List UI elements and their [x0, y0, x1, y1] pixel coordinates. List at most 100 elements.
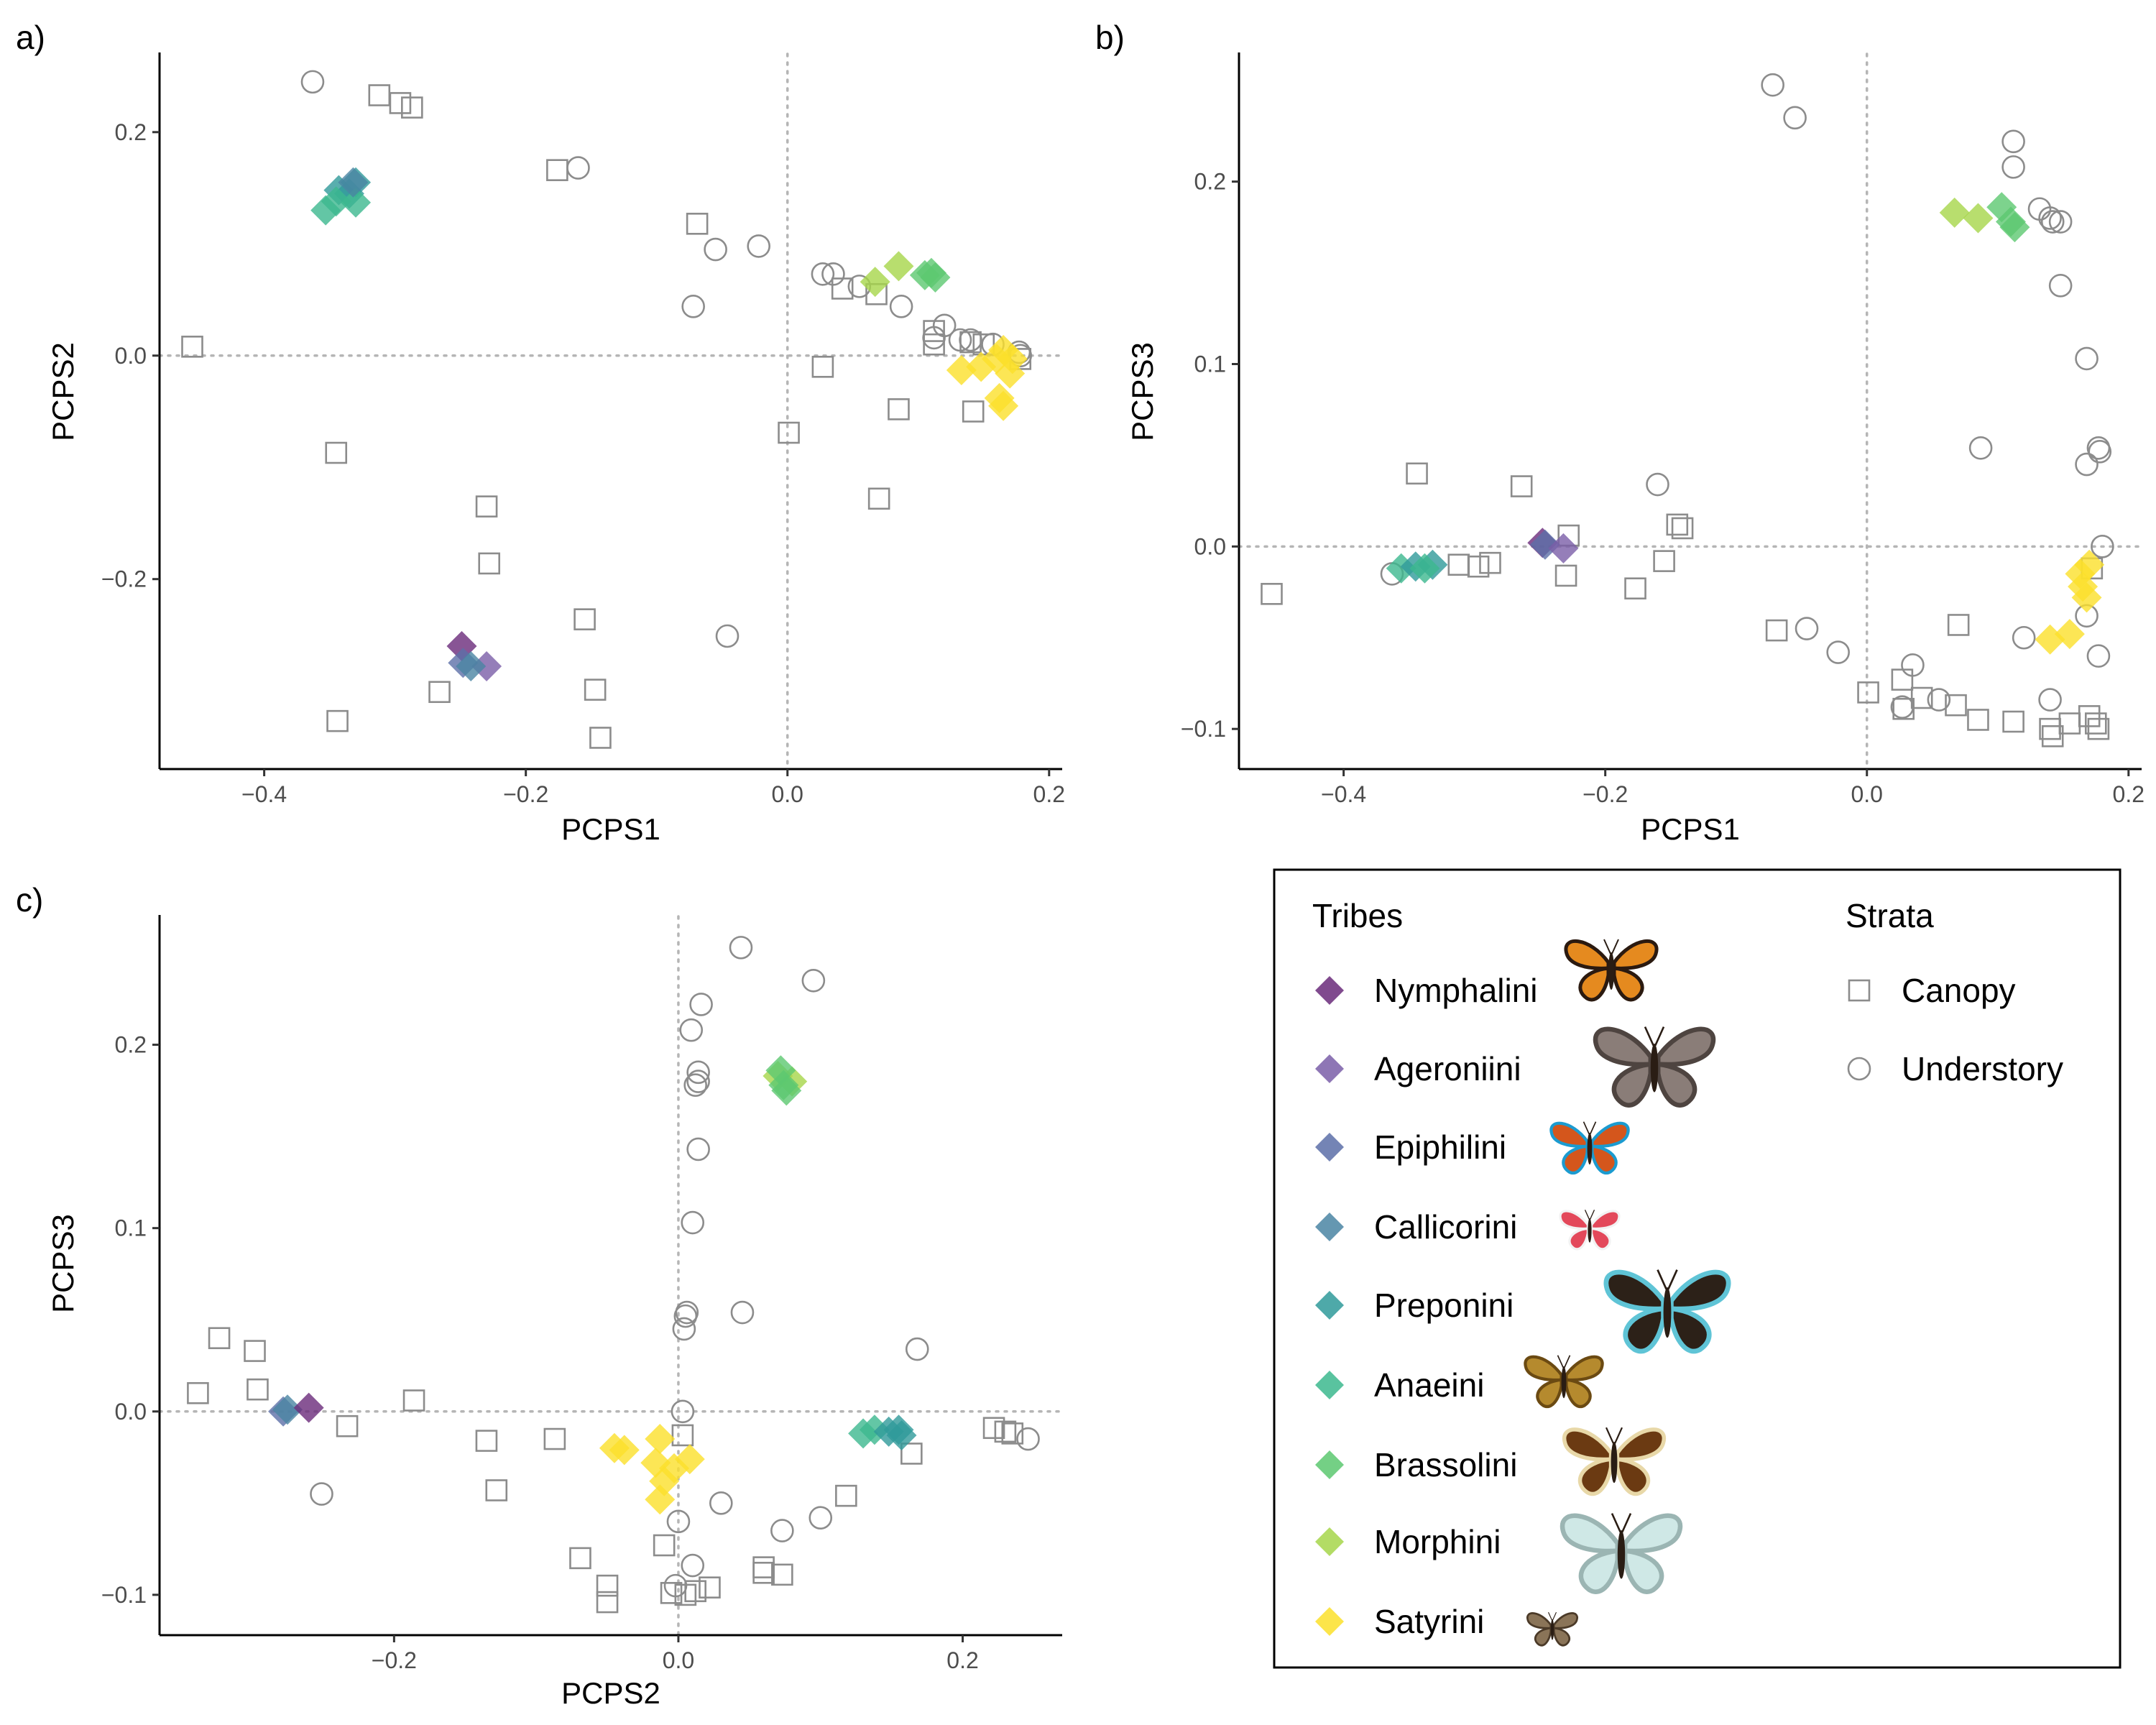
canopy-point	[573, 608, 596, 630]
understory-point	[2012, 625, 2036, 650]
understory-point	[729, 936, 753, 960]
understory-point	[1890, 695, 1915, 719]
y-tick-label-c: 0.1	[115, 1215, 147, 1241]
tribe-point-satyrini	[645, 1424, 676, 1455]
understory-point	[2091, 535, 2114, 558]
canopy-point	[2041, 725, 2064, 748]
understory-point	[2075, 452, 2099, 477]
understory-point	[801, 968, 826, 993]
canopy-point	[596, 1591, 619, 1614]
y-axis-title-a: PCPS2	[46, 342, 80, 441]
canopy-point	[389, 92, 412, 114]
red-white-butterfly-icon	[1559, 1210, 1621, 1251]
understory-point	[2086, 644, 2111, 668]
understory-point	[689, 993, 713, 1016]
canopy-point	[1479, 551, 1501, 574]
legend-tribes-title: Tribes	[1312, 897, 1403, 934]
canopy-point	[589, 727, 612, 749]
understory-point	[1901, 653, 1925, 677]
legend-diamond-nymphalini	[1315, 976, 1344, 1005]
canopy-point	[485, 1479, 508, 1501]
legend-strata-title: Strata	[1846, 897, 1934, 934]
canopy-point	[1467, 555, 1490, 578]
canopy-point	[244, 1340, 266, 1362]
canopy-point	[1910, 686, 1933, 709]
panel-c: c) PCPS2 PCPS3 −0.2 0.0 0.2 −0.1 0.0 0.1 0.2	[16, 881, 1064, 1710]
legend-box	[1273, 868, 2122, 1669]
legend-label-anaeini: Anaeini	[1374, 1366, 1484, 1404]
understory-point	[709, 1491, 733, 1515]
canopy-point	[475, 495, 498, 518]
y-tick-label-c: 0.0	[115, 1399, 147, 1425]
dark-blue-banded-butterfly-icon	[1603, 1269, 1731, 1354]
understory-point	[681, 295, 705, 318]
y-tick-label-b: 0.2	[1194, 169, 1226, 195]
canopy-point	[752, 1556, 775, 1578]
canopy-point	[326, 709, 349, 732]
understory-point	[2048, 210, 2073, 234]
understory-point	[948, 328, 972, 352]
canopy-point	[867, 487, 890, 510]
canopy-point	[994, 1420, 1017, 1443]
y-tick-label-a: −0.2	[101, 566, 147, 592]
canopy-point	[1671, 517, 1694, 540]
understory-point	[808, 1506, 833, 1530]
understory-point	[2038, 688, 2062, 712]
understory-point	[310, 1482, 333, 1506]
canopy-point	[686, 213, 709, 235]
legend: Tribes Strata Nymphalini Ageroniini Epiphi…	[1273, 868, 2122, 1669]
tribe-point-morphini	[883, 251, 914, 282]
canopy-point	[596, 1574, 619, 1597]
leaf-wing-butterfly-icon	[1524, 1355, 1604, 1409]
understory-point	[679, 1018, 704, 1042]
legend-diamond-morphini	[1315, 1527, 1344, 1556]
panel-a: a) PCPS1 PCPS2 −0.4 −0.2 0.0 0.2 −0.2 0.0 0.2	[16, 19, 1065, 846]
understory-point	[747, 234, 770, 258]
legend-label-nymphalini: Nymphalini	[1374, 972, 1538, 1009]
small-brown-butterfly-icon	[1526, 1611, 1578, 1647]
understory-point	[683, 1073, 707, 1097]
understory-point	[681, 1553, 705, 1578]
tribe-point-anaeini	[321, 186, 351, 217]
orange-blue-butterfly-icon	[1549, 1121, 1630, 1175]
x-tick-label-a: 0.0	[771, 781, 803, 807]
panel-label-c: c)	[16, 881, 43, 919]
y-tick-label-c: 0.2	[115, 1032, 147, 1058]
canopy-point	[368, 84, 391, 106]
understory-point	[1646, 472, 1669, 497]
understory-point	[2088, 440, 2112, 464]
orange-butterfly-icon	[1564, 939, 1659, 1002]
understory-point	[821, 262, 845, 286]
legend-diamond-satyrini	[1315, 1607, 1344, 1636]
y-tick-label-b: 0.0	[1194, 533, 1226, 559]
canopy-point	[699, 1576, 721, 1598]
understory-point	[2001, 129, 2025, 154]
tribe-point-anaeini	[341, 187, 372, 218]
x-tick-label-a: 0.2	[1033, 781, 1065, 807]
tribe-point-satyrini	[2054, 619, 2085, 650]
canopy-point	[1447, 553, 1470, 576]
legend-label-callicorini: Callicorini	[1374, 1208, 1517, 1246]
tribe-point-callicorini	[272, 1394, 303, 1425]
tribe-point-morphini	[1939, 197, 1970, 228]
tribe-point-satyrini	[645, 1484, 676, 1515]
understory-point	[1795, 617, 1819, 640]
legend-label-ageroniini: Ageroniini	[1374, 1050, 1521, 1087]
canopy-point	[2002, 710, 2024, 733]
understory-point	[2038, 206, 2062, 230]
legend-tribe-list: Nymphalini Ageroniini Epiphilini Callicorin…	[1315, 972, 1538, 1640]
canopy-point	[1261, 583, 1283, 605]
canopy-point	[2087, 717, 2110, 740]
understory-point	[959, 328, 982, 352]
understory-point	[1016, 1427, 1040, 1451]
legend-strata-list: Canopy Understory	[1847, 972, 2063, 1087]
understory-point	[686, 1070, 710, 1093]
understory-point	[1927, 688, 1951, 712]
canopy-point	[187, 1381, 209, 1404]
canopy-point	[1666, 513, 1689, 536]
y-tick-label-b: −0.1	[1181, 716, 1226, 742]
understory-point	[686, 1060, 710, 1085]
tribe-point-satyrini	[988, 390, 1019, 421]
tribe-point-preponini	[886, 1420, 917, 1450]
